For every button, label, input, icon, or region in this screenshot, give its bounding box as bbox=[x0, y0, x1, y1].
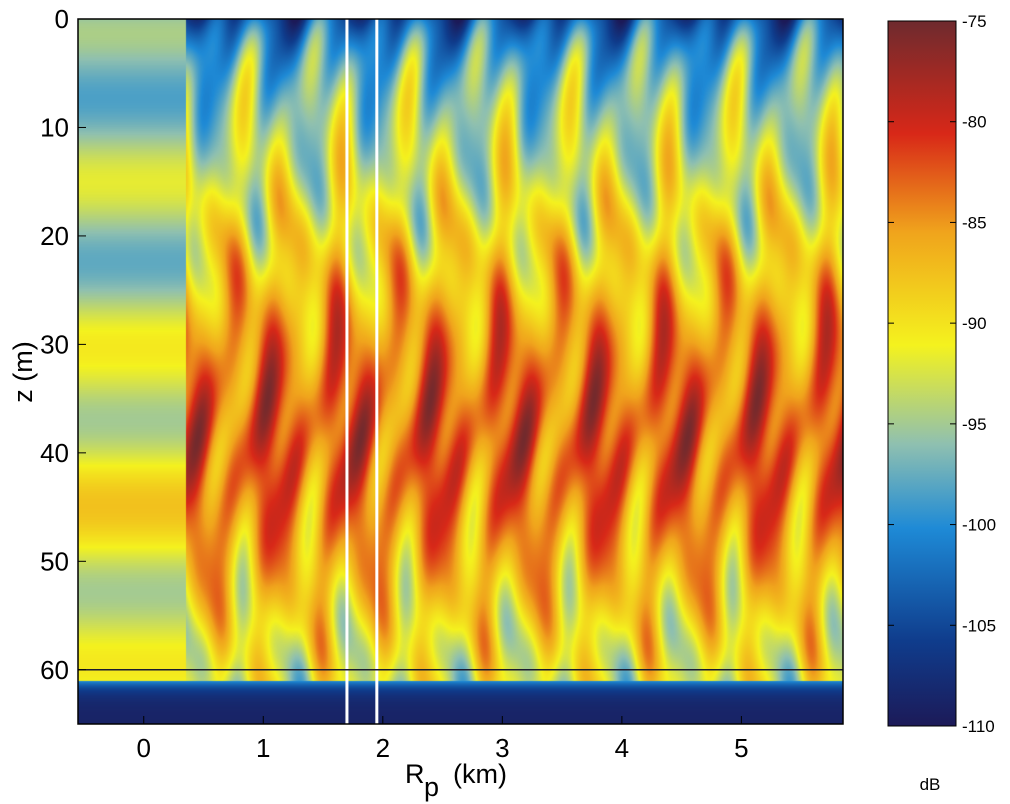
x-tick-label: 5 bbox=[734, 733, 748, 763]
x-tick-label: 3 bbox=[495, 733, 509, 763]
x-axis-label-subscript: p bbox=[424, 772, 439, 802]
colorbar-ticks: -75 -80 -85 -90 -95 -100 -105 -110 bbox=[888, 12, 996, 736]
x-tick-label: 4 bbox=[615, 733, 629, 763]
y-tick-label: 50 bbox=[40, 546, 69, 576]
colorbar-tick-label: -100 bbox=[962, 516, 996, 535]
y-tick-label: 40 bbox=[40, 438, 69, 468]
colorbar-unit-label: dB bbox=[920, 775, 941, 794]
colorbar-tick-label: -85 bbox=[962, 213, 987, 232]
colorbar-tick-label: -75 bbox=[962, 12, 987, 31]
heatmap-field bbox=[78, 19, 843, 724]
colorbar-tick-label: -80 bbox=[962, 113, 987, 132]
colorbar-tick-label: -95 bbox=[962, 415, 987, 434]
y-tick-label: 10 bbox=[40, 112, 69, 142]
x-tick-label: 1 bbox=[256, 733, 270, 763]
y-axis-ticks: 0 10 20 30 40 50 60 bbox=[40, 4, 86, 685]
x-axis-ticks: 0 1 2 3 4 5 bbox=[137, 716, 749, 763]
plot-frame bbox=[77, 18, 844, 725]
colorbar bbox=[887, 20, 957, 727]
x-axis-label: R bbox=[405, 759, 425, 789]
x-tick-label: 2 bbox=[376, 733, 390, 763]
colorbar-tick-label: -90 bbox=[962, 314, 987, 333]
y-tick-label: 20 bbox=[40, 221, 69, 251]
colorbar-tick-label: -110 bbox=[962, 717, 995, 736]
x-axis-label-unit: (km) bbox=[453, 759, 507, 789]
x-tick-label: 0 bbox=[137, 733, 151, 763]
colorbar-tick-label: -105 bbox=[962, 616, 996, 635]
y-tick-label: 30 bbox=[40, 329, 69, 359]
y-tick-label: 0 bbox=[55, 4, 69, 34]
y-axis-label: z (m) bbox=[8, 341, 38, 402]
reference-lines bbox=[78, 19, 843, 724]
y-tick-label: 60 bbox=[40, 655, 69, 685]
